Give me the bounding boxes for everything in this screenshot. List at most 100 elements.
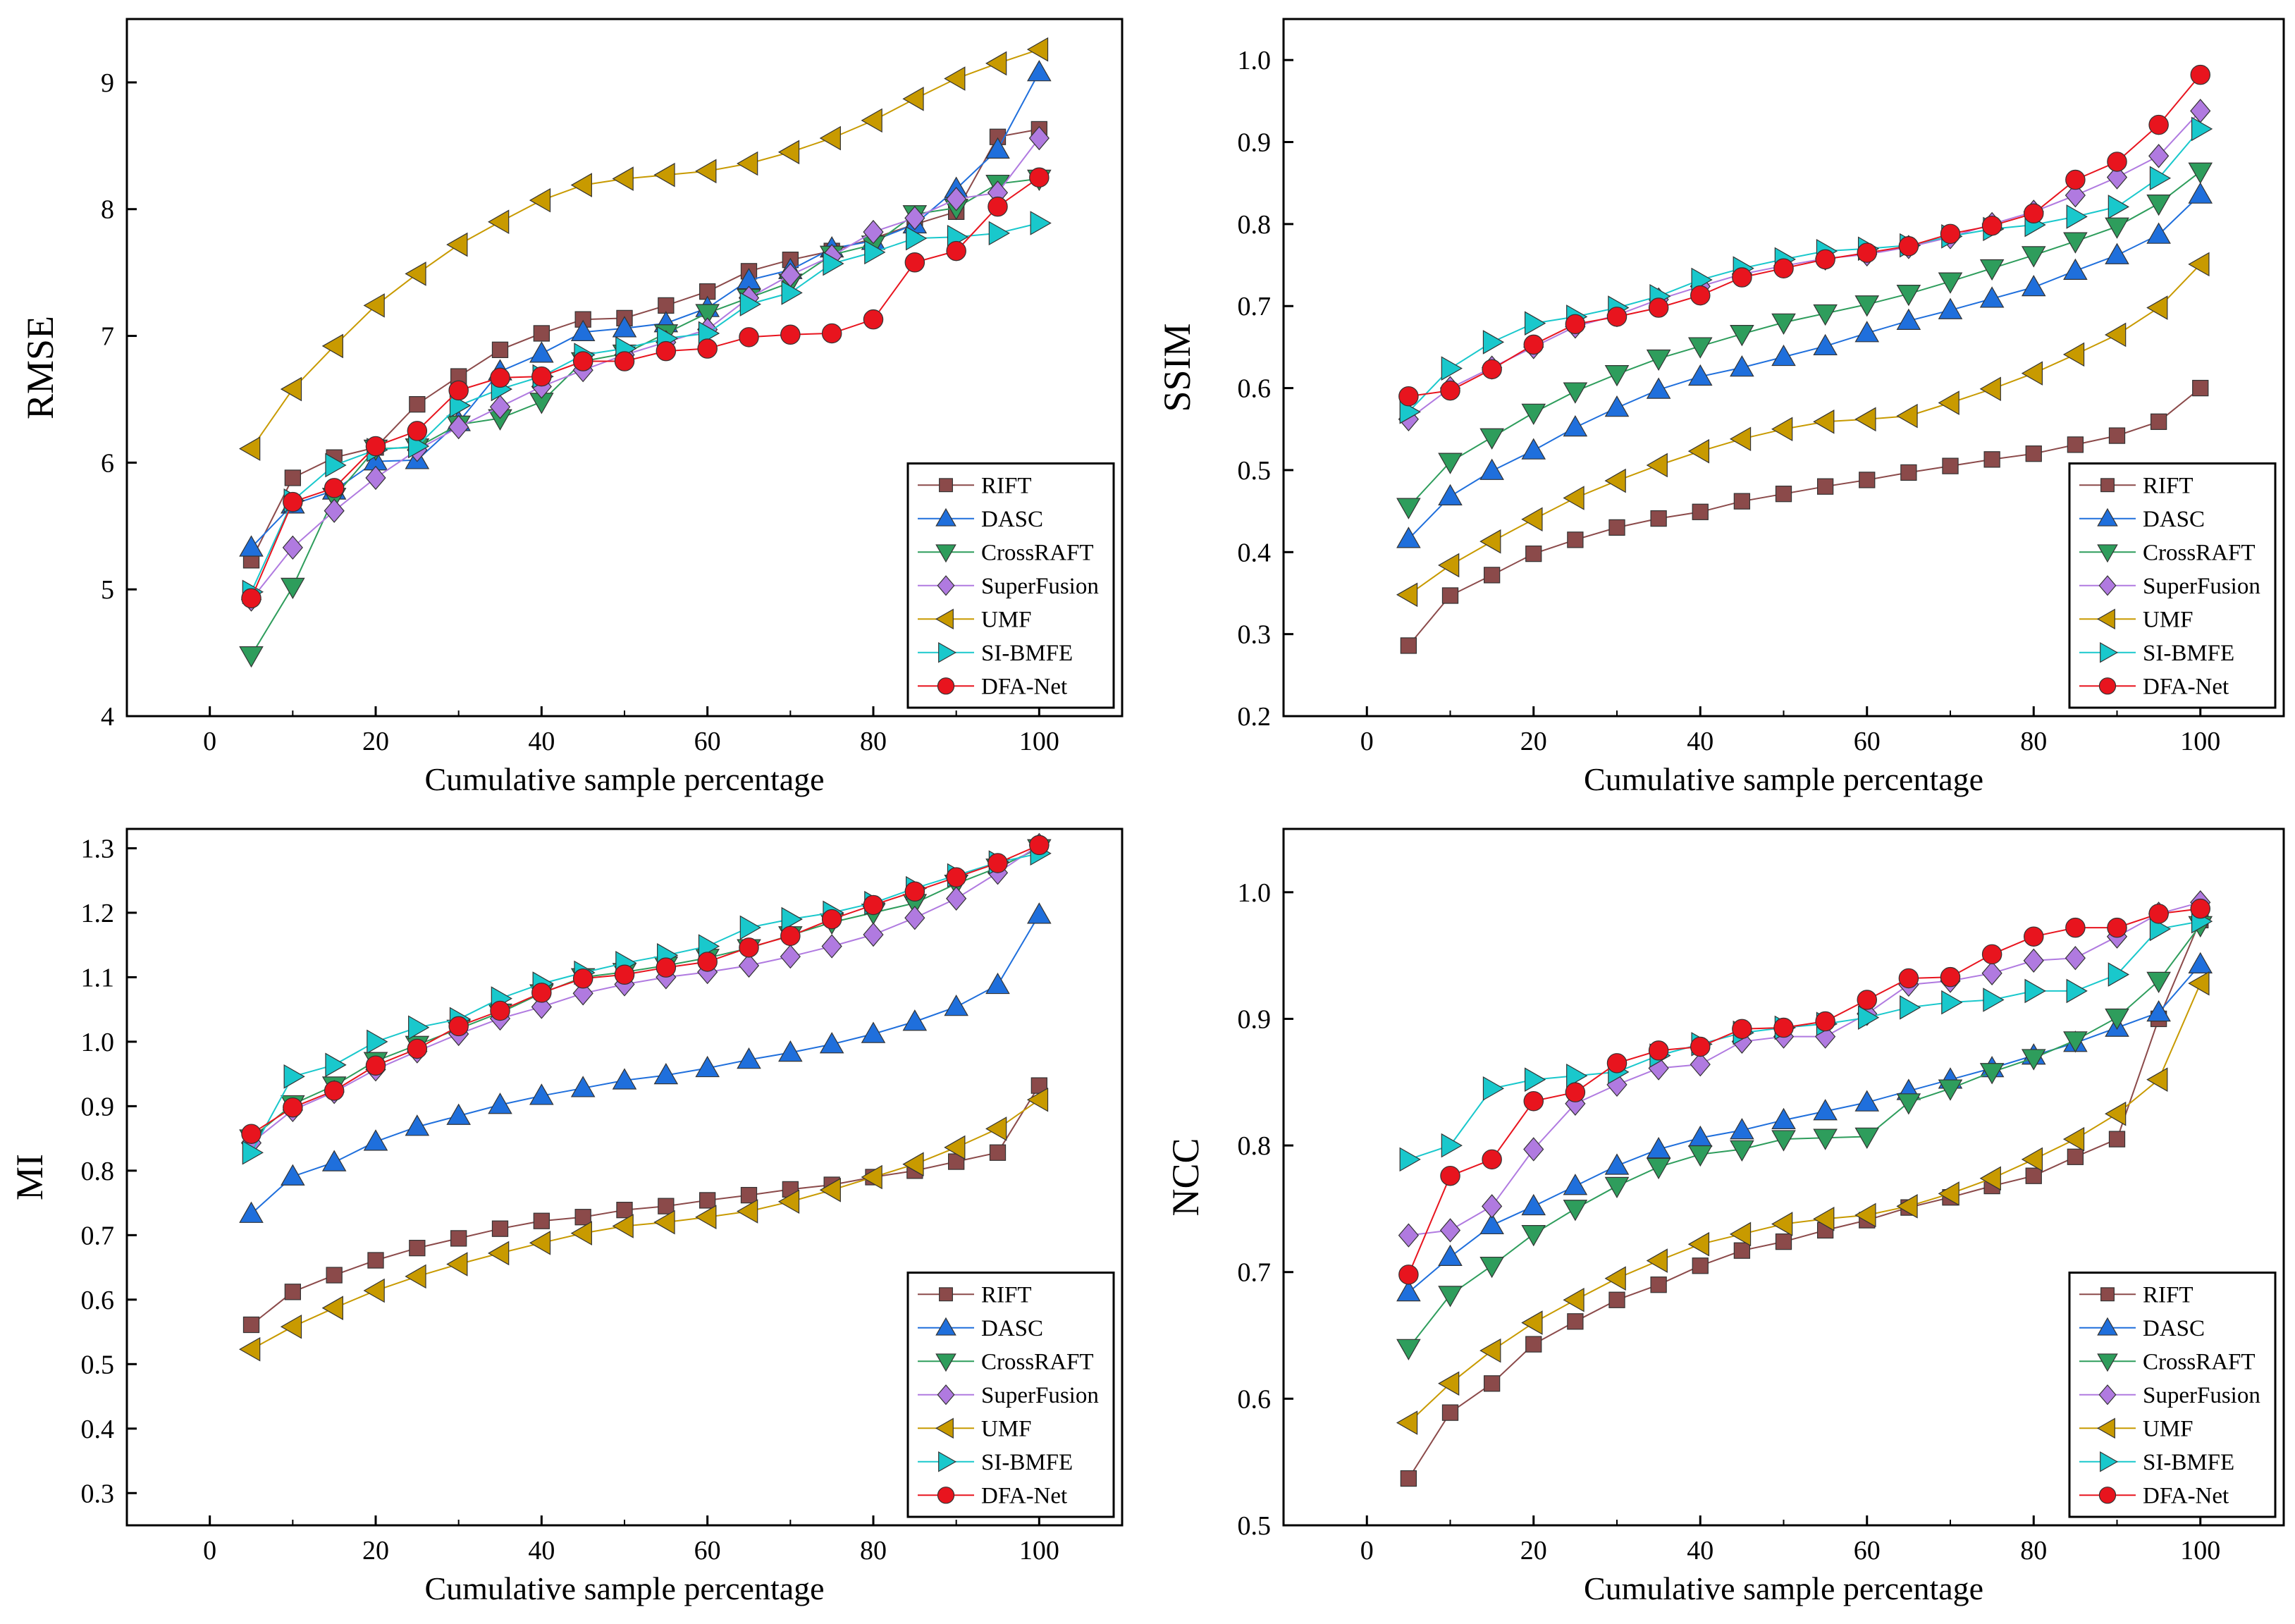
legend-label: SuperFusion [2143,1383,2260,1408]
data-point [946,867,966,887]
panel-ssim: 0 20 40 60 80 100 0.2 0.3 0.4 0.5 0.6 0.7 0.8 0.9 1.0 C… [1156,18,2285,797]
legend-marker [2097,508,2118,527]
data-point [448,380,469,401]
data-point [1438,453,1463,474]
x-tick-label: 40 [1687,1536,1713,1565]
legend-marker [939,1287,953,1302]
legend-marker [2098,1384,2117,1405]
data-point [1521,1193,1546,1216]
data-point [1771,417,1793,442]
x-tick-label: 0 [203,727,216,756]
y-axis-title: NCC [1164,1138,1207,1216]
data-point [781,281,803,305]
data-point [2105,217,2129,239]
data-point [1398,1265,1419,1285]
data-point [1771,313,1796,335]
data-point [570,173,592,197]
data-point [612,1214,634,1238]
data-point [1648,1040,1669,1061]
data-point [1608,519,1625,536]
data-point [2063,232,2088,254]
data-point [1027,60,1052,82]
legend: RIFT DASC CrossRAFT SuperFusion UMF SI-BMFE DF… [2068,1272,2277,1518]
legend-label: CrossRAFT [981,540,1094,565]
x-tick-label: 100 [2180,1536,2220,1565]
data-point [489,395,511,419]
data-point [1979,1063,2005,1085]
data-point [2146,222,2171,244]
data-point [1026,37,1049,62]
data-point [1563,414,1588,437]
data-point [902,87,924,111]
data-point [2063,258,2088,280]
data-point [1646,349,1671,371]
data-point [1857,990,1878,1010]
x-tick-label: 80 [860,1536,887,1565]
data-point [1687,438,1710,464]
y-tick-label: 0.9 [1238,1004,1272,1034]
data-point [1525,545,1542,562]
data-point [656,957,677,978]
data-point [863,219,884,245]
data-point [1732,267,1752,288]
data-point [1775,486,1792,503]
data-point [1523,1090,1544,1112]
data-point [653,1210,675,1235]
data-point [1567,531,1584,548]
data-point [1441,1404,1459,1421]
data-point [1730,1118,1754,1140]
y-tick-label: 1.0 [1238,878,1272,908]
data-point [904,881,925,902]
data-point [821,909,842,930]
data-point [823,251,844,276]
panel-rmse: 0 20 40 60 80 100 4 5 6 7 8 9 Cumulative sample perc… [19,18,1124,797]
panel-ncc: 0 20 40 60 80 100 0.5 0.6 0.7 0.8 0.9 1.0 Cumulative… [1164,828,2285,1606]
data-point [737,1047,761,1069]
data-point [740,1186,758,1204]
series-umf [239,37,1049,461]
legend-marker [2097,1353,2118,1372]
data-point [533,1212,550,1229]
legend-label: CrossRAFT [981,1349,1094,1374]
data-point [1483,567,1501,584]
series-crossraft [1396,916,2213,1360]
data-point [491,341,509,358]
data-point [282,535,303,560]
data-point [1854,295,1880,317]
legend-marker [2100,478,2115,493]
data-point [2190,898,2211,919]
x-tick-label: 40 [528,1536,555,1565]
data-point [242,1140,264,1165]
data-point [2108,962,2129,987]
data-point [1854,321,1880,343]
data-point [737,1199,758,1224]
data-point [781,906,803,932]
legend-label: SI-BMFE [981,641,1073,666]
data-point [1563,486,1585,510]
x-tick-label: 20 [362,1536,389,1565]
data-point [1521,1225,1546,1247]
data-point [490,367,510,388]
data-point [491,1220,509,1237]
data-point [448,1016,469,1037]
data-point [1646,377,1671,399]
data-point [1815,1011,1835,1032]
data-point [2025,445,2042,462]
data-point [488,1241,510,1266]
legend-label: RIFT [2143,1282,2194,1308]
data-point [1692,1257,1709,1274]
data-point [2062,342,2085,367]
x-tick-label: 60 [1854,1536,1881,1565]
plot-area [1396,890,2213,1487]
data-point [612,1068,637,1090]
legend-label: UMF [981,1416,1032,1441]
data-point [2107,152,2127,172]
data-point [1979,376,2001,402]
plot-area [1396,64,2213,654]
data-point [2024,978,2046,1004]
data-point [902,1152,924,1176]
data-point [1521,403,1546,425]
data-point [2024,926,2044,947]
legend-marker [938,641,956,663]
data-point [2148,114,2169,135]
